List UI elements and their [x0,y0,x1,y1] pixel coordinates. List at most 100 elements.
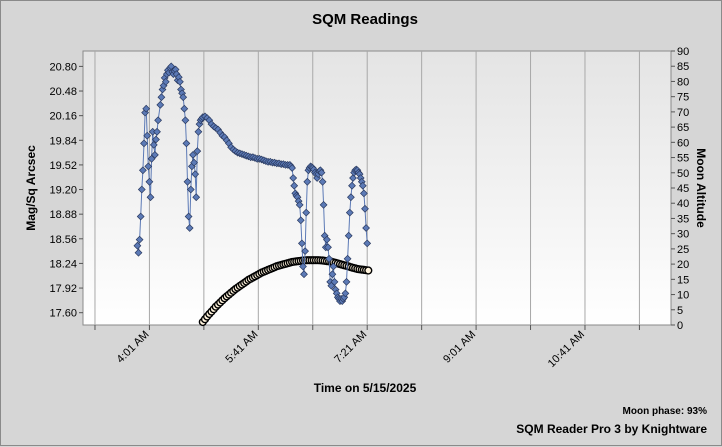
sqm-point [303,177,312,186]
x-tick-label: 4:01 AM [115,329,152,366]
sqm-point [181,116,190,125]
sqm-point [179,93,188,102]
sqm-point [139,166,147,175]
y2-tick-label: 60 [677,137,689,149]
x-tick-label: 5:41 AM [223,329,260,366]
sqm-point [302,208,311,217]
y2-tick-label: 25 [677,244,689,256]
x-tick-label: 9:01 AM [441,329,478,366]
y2-tick-label: 5 [677,305,683,317]
y2-tick-label: 75 [677,92,689,104]
sqm-point [192,193,201,202]
sqm-series [133,62,372,305]
y2-axis-title: Moon Altitude [694,148,708,228]
sqm-point [191,170,200,178]
sqm-point [133,241,142,250]
sqm-point [298,239,306,248]
sqm-point [362,224,370,232]
sqm-point [349,174,357,182]
sqm-point [300,270,308,279]
y2-tick-label: 70 [677,107,689,119]
sqm-point [153,127,161,136]
sqm-point [135,235,144,244]
sqm-point [180,104,189,113]
sqm-point [144,162,153,171]
sqm-point [156,101,165,109]
sqm-point [347,193,355,202]
y2-tick-label: 40 [677,198,689,210]
sqm-point [185,224,194,232]
y-tick-label: 19.84 [49,135,77,147]
sqm-point [289,174,298,182]
sqm-point [190,158,198,167]
sqm-point [324,243,332,252]
sqm-point [329,262,338,271]
y-tick-label: 18.24 [49,258,77,270]
y-tick-label: 17.92 [49,283,77,295]
sqm-point [342,278,351,286]
sqm-point [358,181,367,190]
y2-tick-label: 35 [677,213,689,225]
sqm-point [154,116,162,125]
sqm-point [318,177,327,186]
x-tick-label: 10:41 AM [546,329,587,370]
sqm-point [345,208,354,217]
sqm-point [157,93,166,102]
x-tick-label: 7:21 AM [332,329,369,366]
sqm-point [301,247,309,255]
plot-area [82,50,672,326]
sqm-point [137,185,146,194]
x-axis-title: Time on 5/15/2025 [314,381,417,395]
sqm-point [299,262,307,271]
y2-tick-label: 30 [677,229,689,241]
sqm-point [360,189,368,198]
sqm-point [149,141,158,149]
app-credit: SQM Reader Pro 3 by Knightware [516,422,707,436]
y2-tick-label: 15 [677,274,689,286]
y2-tick-label: 50 [677,168,689,180]
sqm-point [134,248,143,257]
y2-tick-label: 80 [677,76,689,88]
sqm-point [184,212,193,221]
sqm-point [328,270,337,279]
grid-lines [94,51,640,325]
sqm-point [317,168,326,177]
sqm-point [161,77,170,86]
y2-tick-label: 45 [677,183,689,195]
moon-phase-label: Moon phase: 93% [623,406,708,417]
y-tick-label: 19.52 [49,160,77,172]
moon-altitude-point [364,266,373,275]
y-axis-title: Mag/Sq Arcsec [24,145,38,231]
sqm-point [145,177,154,186]
y-tick-label: 20.48 [49,86,77,98]
sqm-point [290,181,299,190]
sqm-point [343,254,352,263]
y2-tick-label: 65 [677,122,689,134]
sqm-point [186,185,195,194]
sqm-point [296,216,305,225]
sqm-point [319,201,328,209]
sqm-point [363,239,372,248]
sqm-point [361,204,369,213]
sqm-point [295,201,304,209]
y2-tick-label: 0 [677,320,683,332]
sqm-point [183,177,192,186]
y2-tick-label: 10 [677,290,689,302]
y-tick-label: 20.80 [49,61,77,73]
sqm-point [143,131,152,140]
sqm-point [151,151,159,159]
sqm-point [348,181,356,190]
sqm-point [140,139,148,148]
sqm-point [193,147,202,155]
chart-title: SQM Readings [312,11,418,28]
y-tick-label: 18.56 [49,234,77,246]
y-tick-label: 19.20 [49,185,77,197]
sqm-point [323,235,331,244]
sqm-point [330,278,339,286]
sqm-point [146,193,155,202]
sqm-point [325,254,333,263]
sqm-point [136,212,145,221]
sqm-point [142,104,151,113]
